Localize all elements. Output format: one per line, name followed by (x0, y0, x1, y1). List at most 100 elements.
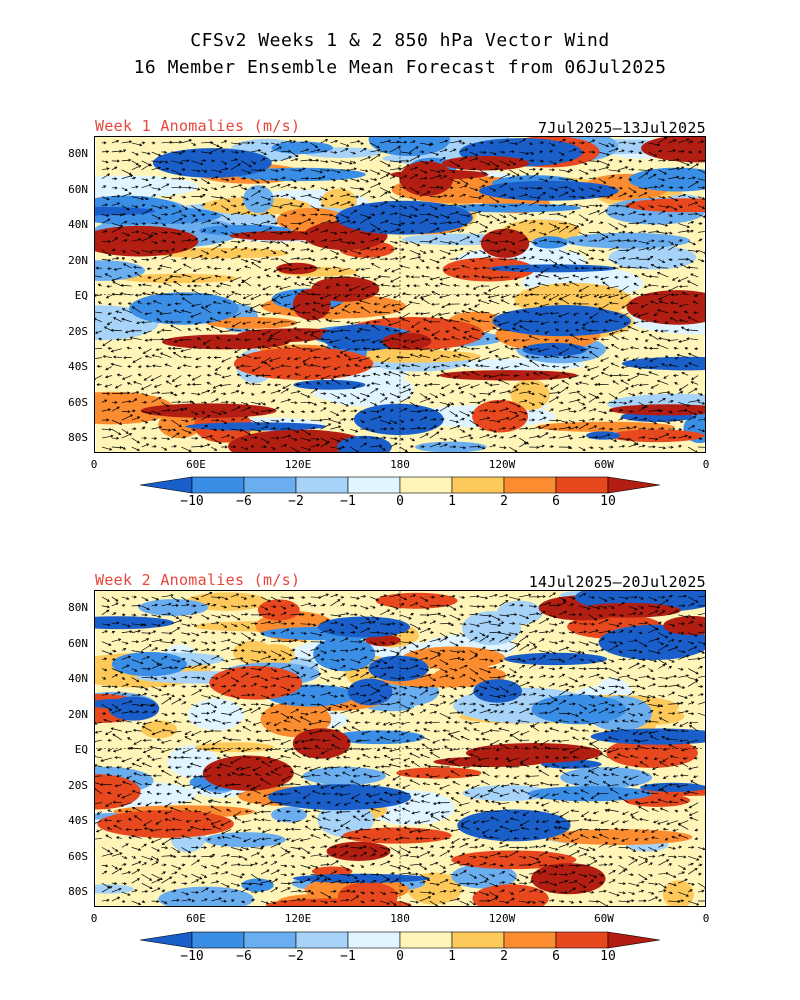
anomaly-region (302, 766, 386, 785)
anomaly-region (256, 644, 295, 666)
anomaly-region (337, 435, 392, 452)
colorbar-label: 1 (448, 949, 456, 964)
lon-tick-label: 0 (90, 912, 98, 925)
anomaly-region (95, 391, 174, 425)
week2-date-range: 14Jul2025–20Jul2025 (528, 573, 706, 591)
anomaly-region (608, 245, 697, 270)
week2-colorbar (140, 931, 660, 949)
colorbar-label: 1 (448, 494, 456, 509)
anomaly-region (276, 262, 318, 275)
colorbar-segment (191, 931, 245, 949)
anomaly-region (141, 720, 178, 739)
colorbar-label: −10 (180, 494, 204, 509)
anomaly-region (257, 328, 343, 340)
wind-vectors (95, 591, 705, 906)
lon-tick-label: 60W (594, 458, 614, 471)
anomaly-region (241, 878, 274, 892)
lon-tick-label: 120E (284, 458, 312, 471)
lon-tick-label: 120W (488, 458, 516, 471)
chart-title-line-2: 16 Member Ensemble Mean Forecast from 06… (133, 57, 667, 78)
anomaly-region (95, 616, 175, 630)
anomaly-region (640, 782, 705, 792)
anomaly-region (111, 651, 187, 677)
colorbar-label: −10 (180, 949, 204, 964)
colorbar-segment (607, 476, 660, 494)
anomaly-region (311, 276, 380, 302)
lat-tick-label: 20N (68, 707, 88, 721)
anomaly-region (396, 767, 482, 779)
colorbar-label: −6 (236, 949, 252, 964)
anomaly-region (209, 666, 303, 700)
anomaly-region (129, 292, 239, 325)
colorbar-segment (451, 476, 505, 494)
anomaly-region (95, 698, 141, 709)
anomaly-region (576, 602, 681, 618)
anomaly-region (95, 260, 146, 281)
colorbar-label: 10 (600, 494, 616, 509)
anomaly-region (195, 742, 274, 753)
chart-title-line-1: CFSv2 Weeks 1 & 2 850 hPa Vector Wind (190, 30, 610, 51)
week1-panel-label: Week 1 Anomalies (m/s) (95, 117, 301, 135)
colorbar-label: 0 (396, 494, 404, 509)
colorbar-label: −2 (288, 494, 304, 509)
colorbar-segment (399, 476, 453, 494)
colorbar-segment (555, 931, 609, 949)
lat-tick-label: 80N (68, 601, 88, 614)
anomaly-region (185, 422, 327, 431)
colorbar-label: 6 (552, 494, 560, 509)
anomaly-region (662, 880, 694, 906)
colorbar-label: −1 (340, 949, 356, 964)
lon-tick-label: 180 (390, 912, 410, 925)
anomaly-region (442, 257, 535, 282)
lat-tick-label: EQ (74, 743, 88, 756)
anomaly-region (590, 728, 705, 745)
colorbar-label: 0 (396, 949, 404, 964)
week1-colorbar (140, 476, 660, 494)
anomaly-region (243, 185, 274, 214)
anomaly-region (560, 767, 653, 788)
lon-tick-label: 0 (702, 912, 710, 925)
anomaly-region (271, 141, 334, 154)
anomaly-region (95, 206, 156, 216)
week1-date-range: 7Jul2025–13Jul2025 (538, 119, 706, 137)
lat-tick-label: 20N (68, 253, 88, 267)
colorbar-segment (451, 931, 505, 949)
anomaly-region (121, 273, 238, 284)
colorbar-segment (140, 476, 193, 494)
colorbar-segment (503, 476, 557, 494)
anomaly-region (478, 180, 619, 201)
anomaly-region (368, 655, 429, 682)
anomaly-region (531, 863, 606, 895)
lon-tick-label: 0 (702, 458, 710, 471)
colorbar-segment (347, 931, 401, 949)
anomaly-region (606, 737, 698, 768)
anomaly-region (609, 404, 705, 416)
lat-tick-label: EQ (74, 289, 88, 302)
anomaly-region (95, 884, 134, 894)
anomaly-region (140, 403, 277, 418)
anomaly-region (462, 785, 552, 802)
anomaly-region (293, 379, 366, 390)
anomaly-region (504, 652, 608, 666)
anomaly-region (97, 810, 234, 838)
anomaly-region (205, 317, 298, 329)
lon-tick-label: 120W (488, 912, 516, 925)
anomaly-region (663, 616, 705, 636)
anomaly-region (95, 175, 199, 198)
colorbar-segment (347, 476, 401, 494)
colorbar-label: 10 (600, 949, 616, 964)
lat-tick-label: 40N (68, 218, 88, 231)
colorbar-segment (295, 476, 349, 494)
anomaly-region (292, 728, 351, 759)
anomaly-region (274, 786, 391, 804)
anomaly-region (375, 592, 458, 609)
colorbar-segment (243, 476, 297, 494)
colorbar-segment (503, 931, 557, 949)
week1-wind-anomaly-map (94, 136, 706, 453)
lon-tick-label: 0 (90, 458, 98, 471)
anomaly-region (311, 866, 353, 877)
anomaly-region (228, 429, 372, 452)
anomaly-region (531, 694, 627, 725)
anomaly-region (257, 599, 300, 621)
week2-wind-anomaly-map (94, 590, 706, 907)
